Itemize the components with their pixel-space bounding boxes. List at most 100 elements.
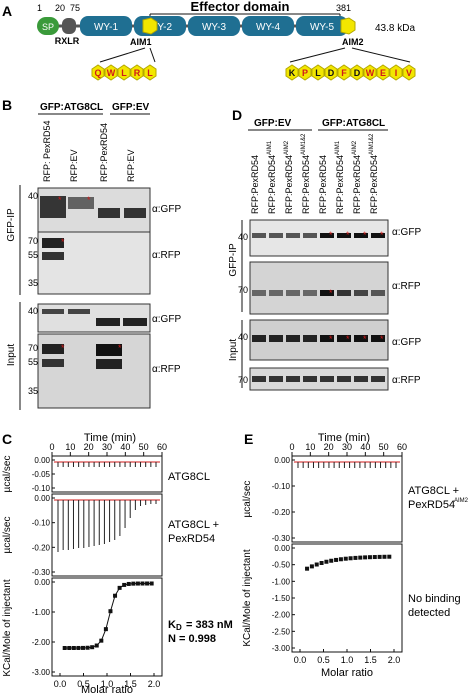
data-point — [103, 627, 108, 632]
e-label-2: PexRD54 — [408, 499, 455, 511]
d-band — [354, 376, 368, 382]
d-band — [337, 233, 351, 238]
aim2-zoom-right — [351, 47, 411, 63]
b-blot4-band — [96, 344, 122, 356]
d-lane-label-text: RFP:PexRD54 — [318, 155, 328, 214]
aim-residue-hex — [285, 64, 299, 81]
wy-domain-label: WY-1 — [94, 22, 119, 33]
aim-residue-letter: R — [134, 68, 141, 78]
wy-domain — [242, 16, 294, 36]
d-band — [286, 290, 300, 296]
panel-b-group1: GFP:ATG8CL — [40, 102, 103, 113]
data-point — [76, 645, 81, 650]
panel-b-ip-label: GFP-IP — [6, 208, 17, 242]
wy-domain — [188, 16, 240, 36]
data-point — [338, 557, 343, 562]
b-blot3-band — [123, 318, 147, 326]
data-point — [99, 638, 104, 643]
c-top-ylabel: µcal/sec — [2, 456, 13, 493]
c-xlabel: Molar ratio — [81, 684, 133, 695]
y-tick-label: -1.00 — [272, 577, 291, 586]
aim-residue-hex — [389, 64, 403, 81]
c-bottom-ylabel: KCal/Mole of injectant — [2, 579, 13, 676]
data-point — [145, 581, 150, 586]
x-tick-label: 1.5 — [364, 655, 377, 665]
d-blot2-marker: 70 — [238, 285, 248, 295]
d-band — [320, 335, 334, 342]
panel-e-letter: E — [244, 431, 253, 447]
panel-c-letter: C — [2, 431, 12, 447]
panel-c-time-label: Time (min) — [84, 432, 136, 444]
wy-domain-label: WY-4 — [256, 22, 281, 33]
data-point — [81, 645, 86, 650]
e-top-ylabel: µcal/sec — [242, 481, 253, 518]
data-point — [329, 558, 334, 563]
d-lane-sup: AIM1 — [335, 140, 341, 155]
y-tick-label: -0.20 — [272, 508, 291, 517]
d-band — [269, 233, 283, 238]
d-band — [286, 233, 300, 238]
b-blot1-band — [40, 196, 66, 218]
pos-1: 1 — [37, 3, 42, 13]
b-lane-label: RFP:EV — [69, 149, 79, 182]
fit-curve — [64, 583, 152, 649]
y-tick-label: -1.50 — [272, 594, 291, 603]
y-tick-label: -0.05 — [32, 470, 51, 479]
d-lane-label-text: RFP:PexRD54 — [250, 155, 260, 214]
d-blot2 — [249, 261, 389, 315]
d-band — [371, 233, 385, 238]
y-tick-label: -0.30 — [272, 534, 291, 543]
data-point — [377, 554, 382, 559]
d-lane-label: RFP:PexRD54 — [318, 155, 328, 214]
y-tick-label: 0.00 — [34, 456, 50, 465]
d-lane-label-text: RFP:PexRD54 — [267, 155, 277, 214]
aim-residue-letter: K — [289, 68, 296, 78]
e-xlabel: Molar ratio — [321, 667, 373, 679]
d-blot3-marker: 40 — [238, 332, 248, 342]
panel-d-letter: D — [232, 107, 242, 123]
y-tick-label: -0.30 — [32, 568, 51, 577]
mass-label: 43.8 kDa — [375, 23, 415, 34]
time-tick-label: 10 — [305, 442, 315, 452]
e-x-ticks: 0.0 0.5 1.0 1.5 2.0 — [294, 649, 400, 665]
d-band — [252, 376, 266, 382]
b-blot2-star: * — [61, 237, 65, 247]
d-band-star: * — [380, 230, 384, 240]
aim2-marker — [340, 17, 356, 35]
data-point — [108, 609, 113, 614]
wy-domain — [296, 16, 348, 36]
y-tick-label: -2.00 — [272, 611, 291, 620]
d-band — [337, 335, 351, 342]
e-label-1: ATG8CL + — [408, 485, 459, 497]
data-point — [319, 560, 324, 565]
y-tick-label: 0.00 — [34, 494, 50, 503]
aim-residue-letter: D — [354, 68, 361, 78]
d-lane-sup: AIM2 — [352, 140, 358, 155]
aim1-label: AIM1 — [130, 37, 152, 47]
data-point — [62, 645, 67, 650]
aim-residue-letter: L — [121, 68, 127, 78]
rxlr-domain — [62, 18, 76, 34]
b-blot1-label: α:GFP — [152, 204, 181, 215]
d-lane-sup: AIM1&2 — [301, 133, 307, 155]
data-point — [363, 555, 368, 560]
data-point — [348, 556, 353, 561]
d-band-star: * — [329, 230, 333, 240]
aim-residue-letter: W — [107, 68, 116, 78]
pos-20: 20 — [55, 3, 65, 13]
aim1-zoom-right — [149, 47, 156, 63]
aim-residue-hex — [402, 64, 416, 81]
c-bottom-plot — [51, 577, 163, 677]
data-point — [135, 581, 140, 586]
d-blot1-marker: 40 — [238, 232, 248, 242]
time-tick-label: 30 — [342, 442, 352, 452]
time-tick-label: 40 — [120, 442, 130, 452]
b-blot4-label: α:RFP — [152, 364, 181, 375]
b-blot1-star: * — [58, 195, 62, 205]
panel-a-letter: A — [2, 3, 12, 19]
data-point — [67, 645, 72, 650]
data-point — [71, 645, 76, 650]
data-point — [131, 581, 136, 586]
panel-d-ip-label: GFP-IP — [228, 243, 239, 277]
d-lane-label: RFP:PexRD54 — [250, 155, 260, 214]
